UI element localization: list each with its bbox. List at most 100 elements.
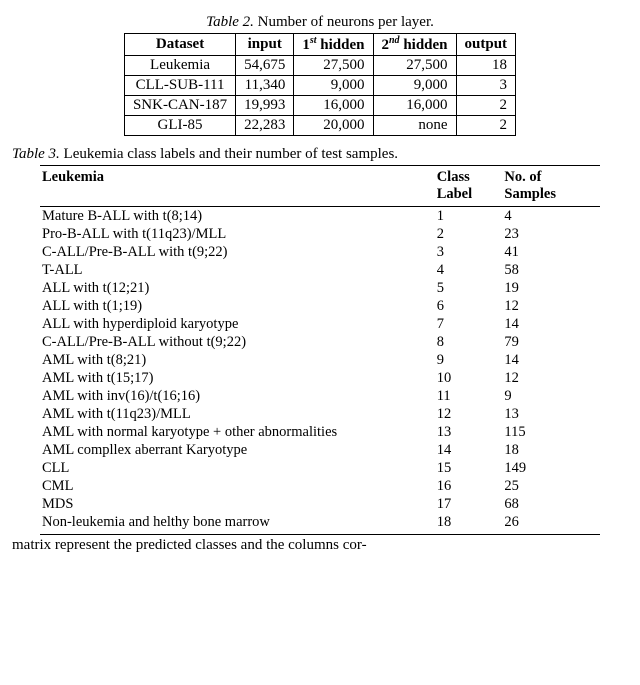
cell-class-label: 14 — [435, 441, 503, 459]
table2: Dataset input 1st hidden 2nd hidden outp… — [124, 33, 516, 136]
cell-num-samples: 13 — [502, 405, 600, 423]
cell-leukemia-name: AML with t(15;17) — [40, 369, 435, 387]
table-row: AML compllex aberrant Karyotype1418 — [40, 441, 600, 459]
cell-class-label: 7 — [435, 315, 503, 333]
cell-class-label: 9 — [435, 351, 503, 369]
cell-input: 54,675 — [236, 56, 294, 76]
cell-output: 3 — [456, 76, 516, 96]
cell-dataset: SNK-CAN-187 — [124, 96, 235, 116]
cell-leukemia-name: ALL with hyperdiploid karyotype — [40, 315, 435, 333]
cell-num-samples: 115 — [502, 423, 600, 441]
table-row: C-ALL/Pre-B-ALL with t(9;22)341 — [40, 243, 600, 261]
cell-leukemia-name: ALL with t(12;21) — [40, 279, 435, 297]
table-row: AML with normal karyotype + other abnorm… — [40, 423, 600, 441]
cell-class-label: 16 — [435, 477, 503, 495]
table-row: AML with t(11q23)/MLL1213 — [40, 405, 600, 423]
cell-leukemia-name: Mature B-ALL with t(8;14) — [40, 207, 435, 226]
cell-num-samples: 23 — [502, 225, 600, 243]
cell-num-samples: 4 — [502, 207, 600, 226]
cell-num-samples: 79 — [502, 333, 600, 351]
cell-num-samples: 149 — [502, 459, 600, 477]
table3-caption-prefix: Table 3. — [12, 146, 60, 162]
cell-num-samples: 12 — [502, 369, 600, 387]
cell-class-label: 11 — [435, 387, 503, 405]
cell-output: 2 — [456, 96, 516, 116]
table-row: AML with t(15;17)1012 — [40, 369, 600, 387]
cell-class-label: 4 — [435, 261, 503, 279]
cell-leukemia-name: C-ALL/Pre-B-ALL with t(9;22) — [40, 243, 435, 261]
cell-num-samples: 26 — [502, 513, 600, 534]
table3-caption: Table 3. Leukemia class labels and their… — [12, 146, 628, 163]
cell-leukemia-name: MDS — [40, 495, 435, 513]
table2-h-input: input — [236, 34, 294, 56]
table-row: AML with inv(16)/t(16;16)119 — [40, 387, 600, 405]
cell-output: 2 — [456, 116, 516, 136]
cell-leukemia-name: AML compllex aberrant Karyotype — [40, 441, 435, 459]
cell-hidden2: none — [373, 116, 456, 136]
table2-h-dataset: Dataset — [124, 34, 235, 56]
cell-dataset: Leukemia — [124, 56, 235, 76]
table-row: CLL-SUB-11111,3409,0009,0003 — [124, 76, 515, 96]
table3-h-samples: No. ofSamples — [502, 166, 600, 207]
cell-dataset: CLL-SUB-111 — [124, 76, 235, 96]
cell-class-label: 2 — [435, 225, 503, 243]
table-row: Pro-B-ALL with t(11q23)/MLL223 — [40, 225, 600, 243]
table3: Leukemia ClassLabel No. ofSamples Mature… — [40, 165, 600, 535]
cell-leukemia-name: AML with t(8;21) — [40, 351, 435, 369]
cell-num-samples: 25 — [502, 477, 600, 495]
cell-num-samples: 68 — [502, 495, 600, 513]
cell-hidden2: 27,500 — [373, 56, 456, 76]
cell-hidden2: 9,000 — [373, 76, 456, 96]
cell-class-label: 17 — [435, 495, 503, 513]
cell-class-label: 6 — [435, 297, 503, 315]
cell-input: 11,340 — [236, 76, 294, 96]
cell-leukemia-name: ALL with t(1;19) — [40, 297, 435, 315]
table-row: Leukemia54,67527,50027,50018 — [124, 56, 515, 76]
cell-leukemia-name: Pro-B-ALL with t(11q23)/MLL — [40, 225, 435, 243]
cell-num-samples: 58 — [502, 261, 600, 279]
cell-class-label: 5 — [435, 279, 503, 297]
table3-h-name: Leukemia — [40, 166, 435, 207]
table-row: ALL with t(12;21)519 — [40, 279, 600, 297]
table2-h-hidden2: 2nd hidden — [373, 34, 456, 56]
trailing-text: matrix represent the predicted classes a… — [12, 537, 628, 554]
table-row: C-ALL/Pre-B-ALL without t(9;22)879 — [40, 333, 600, 351]
cell-num-samples: 19 — [502, 279, 600, 297]
table2-h-output: output — [456, 34, 516, 56]
table2-h-hidden1: 1st hidden — [294, 34, 373, 56]
cell-num-samples: 12 — [502, 297, 600, 315]
cell-class-label: 10 — [435, 369, 503, 387]
cell-class-label: 18 — [435, 513, 503, 534]
cell-class-label: 3 — [435, 243, 503, 261]
table2-head: Dataset input 1st hidden 2nd hidden outp… — [124, 34, 515, 56]
table2-caption: Table 2. Number of neurons per layer. — [12, 14, 628, 31]
cell-leukemia-name: AML with t(11q23)/MLL — [40, 405, 435, 423]
cell-leukemia-name: T-ALL — [40, 261, 435, 279]
cell-class-label: 12 — [435, 405, 503, 423]
cell-hidden1: 27,500 — [294, 56, 373, 76]
table-row: MDS1768 — [40, 495, 600, 513]
cell-dataset: GLI-85 — [124, 116, 235, 136]
table3-head: Leukemia ClassLabel No. ofSamples — [40, 166, 600, 207]
cell-num-samples: 18 — [502, 441, 600, 459]
table-row: Mature B-ALL with t(8;14)14 — [40, 207, 600, 226]
cell-num-samples: 14 — [502, 315, 600, 333]
table3-caption-text: Leukemia class labels and their number o… — [64, 146, 398, 162]
table-row: CLL15149 — [40, 459, 600, 477]
cell-class-label: 1 — [435, 207, 503, 226]
table-row: ALL with hyperdiploid karyotype714 — [40, 315, 600, 333]
table2-caption-prefix: Table 2. — [206, 14, 254, 30]
table3-h-label: ClassLabel — [435, 166, 503, 207]
cell-class-label: 13 — [435, 423, 503, 441]
cell-leukemia-name: C-ALL/Pre-B-ALL without t(9;22) — [40, 333, 435, 351]
cell-hidden1: 20,000 — [294, 116, 373, 136]
cell-leukemia-name: CML — [40, 477, 435, 495]
cell-class-label: 15 — [435, 459, 503, 477]
cell-output: 18 — [456, 56, 516, 76]
cell-leukemia-name: Non-leukemia and helthy bone marrow — [40, 513, 435, 534]
table-row: SNK-CAN-18719,99316,00016,0002 — [124, 96, 515, 116]
cell-num-samples: 41 — [502, 243, 600, 261]
cell-hidden1: 9,000 — [294, 76, 373, 96]
cell-hidden2: 16,000 — [373, 96, 456, 116]
cell-leukemia-name: CLL — [40, 459, 435, 477]
